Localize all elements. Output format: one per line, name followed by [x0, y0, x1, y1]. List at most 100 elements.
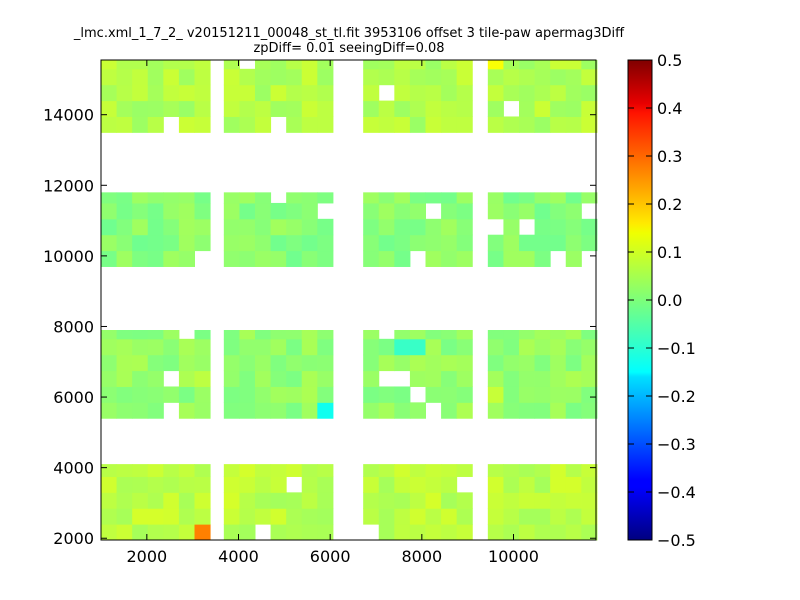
heatmap-cell — [239, 234, 256, 252]
heatmap-cell — [116, 250, 133, 267]
heatmap-cell — [116, 402, 133, 419]
heatmap-cell — [519, 524, 536, 541]
heatmap-cell — [550, 476, 567, 493]
heatmap-cell — [550, 100, 567, 117]
heatmap-cell — [163, 218, 180, 236]
heatmap-cell — [255, 386, 272, 403]
heatmap-cell — [565, 192, 582, 204]
colorbar-tick-label: 0.5 — [657, 51, 682, 70]
heatmap-cell — [534, 250, 551, 267]
colorbar-tick-label: 0.1 — [657, 243, 682, 262]
heatmap-cell — [565, 386, 582, 403]
heatmap-cell — [270, 60, 287, 70]
heatmap-cell — [270, 508, 287, 525]
heatmap-cell — [270, 338, 287, 356]
heatmap-cell — [223, 508, 240, 525]
heatmap-cell — [116, 60, 133, 70]
heatmap-cell — [534, 202, 551, 220]
heatmap-cell — [194, 218, 211, 236]
heatmap-cell — [101, 386, 118, 403]
y-tick-label: 4000 — [53, 459, 94, 478]
heatmap-cell — [255, 84, 272, 102]
heatmap-cell — [317, 402, 334, 419]
heatmap-cell — [270, 492, 287, 509]
heatmap-cell — [132, 68, 149, 86]
heatmap-cell — [456, 100, 473, 117]
heatmap-cell — [487, 234, 504, 252]
heatmap-cell — [534, 68, 551, 86]
heatmap-cell — [503, 250, 520, 267]
heatmap-cell — [441, 100, 458, 117]
heatmap-cell — [409, 402, 426, 419]
heatmap-cell — [163, 354, 180, 372]
heatmap-cell — [565, 234, 582, 252]
heatmap-cell — [363, 192, 380, 204]
heatmap-cell — [317, 386, 334, 403]
heatmap-cell — [363, 492, 380, 509]
heatmap-cell — [363, 100, 380, 117]
heatmap-cell — [581, 402, 598, 419]
heatmap-cell — [441, 234, 458, 252]
heatmap-cell — [456, 386, 473, 403]
heatmap-cell — [394, 68, 411, 86]
heatmap-cell — [270, 464, 287, 477]
heatmap-cell — [286, 338, 303, 356]
heatmap-cell — [378, 250, 395, 267]
heatmap-cell — [286, 84, 303, 102]
heatmap-cell — [239, 402, 256, 419]
heatmap-cell — [163, 524, 180, 541]
heatmap-cell — [487, 100, 504, 117]
heatmap-cell — [147, 524, 164, 541]
y-tick-label: 8000 — [53, 317, 94, 336]
heatmap-cell — [581, 338, 598, 356]
heatmap-cell — [503, 464, 520, 477]
heatmap-cell — [487, 68, 504, 86]
heatmap-cell — [301, 464, 318, 477]
heatmap-cell — [132, 250, 149, 267]
heatmap-cell — [101, 464, 118, 477]
colorbar-tick-label: 0.4 — [657, 99, 682, 118]
heatmap-cell — [581, 476, 598, 493]
heatmap-cell — [301, 192, 318, 204]
heatmap-cell — [223, 218, 240, 236]
heatmap-cell — [503, 508, 520, 525]
heatmap-cell — [394, 100, 411, 117]
heatmap-cell — [147, 192, 164, 204]
heatmap-cell — [147, 84, 164, 102]
heatmap-cell — [565, 492, 582, 509]
heatmap-cell — [581, 234, 598, 252]
heatmap-cell — [565, 68, 582, 86]
heatmap-cell — [194, 386, 211, 403]
heatmap-cell — [317, 338, 334, 356]
heatmap-cell — [223, 524, 240, 541]
heatmap-cell — [317, 234, 334, 252]
heatmap-cell — [519, 386, 536, 403]
heatmap-cell — [223, 338, 240, 356]
heatmap-cell — [503, 60, 520, 70]
heatmap-cell — [255, 402, 272, 419]
heatmap-cell — [178, 508, 195, 525]
heatmap-cell — [503, 386, 520, 403]
heatmap-cell — [317, 100, 334, 117]
heatmap-cell — [301, 524, 318, 541]
heatmap-cell — [255, 354, 272, 372]
heatmap-cell — [581, 524, 598, 541]
heatmap-cell — [239, 476, 256, 493]
x-tick-label: 6000 — [310, 547, 351, 566]
heatmap-cell — [147, 370, 164, 387]
chart-subtitle: zpDiff= 0.01 seeingDiff=0.08 — [253, 41, 444, 56]
x-tick-label: 2000 — [126, 547, 167, 566]
heatmap-cell — [286, 234, 303, 252]
heatmap-cell — [132, 354, 149, 372]
heatmap-cell — [394, 60, 411, 70]
heatmap-cell — [409, 84, 426, 102]
heatmap-cell — [163, 492, 180, 509]
heatmap-cell — [487, 354, 504, 372]
heatmap-cell — [301, 250, 318, 267]
heatmap-cell — [409, 218, 426, 236]
heatmap-cell — [101, 354, 118, 372]
heatmap-cell — [565, 464, 582, 477]
heatmap-cell — [394, 116, 411, 133]
heatmap-cell — [223, 464, 240, 477]
heatmap-cell — [363, 370, 380, 387]
